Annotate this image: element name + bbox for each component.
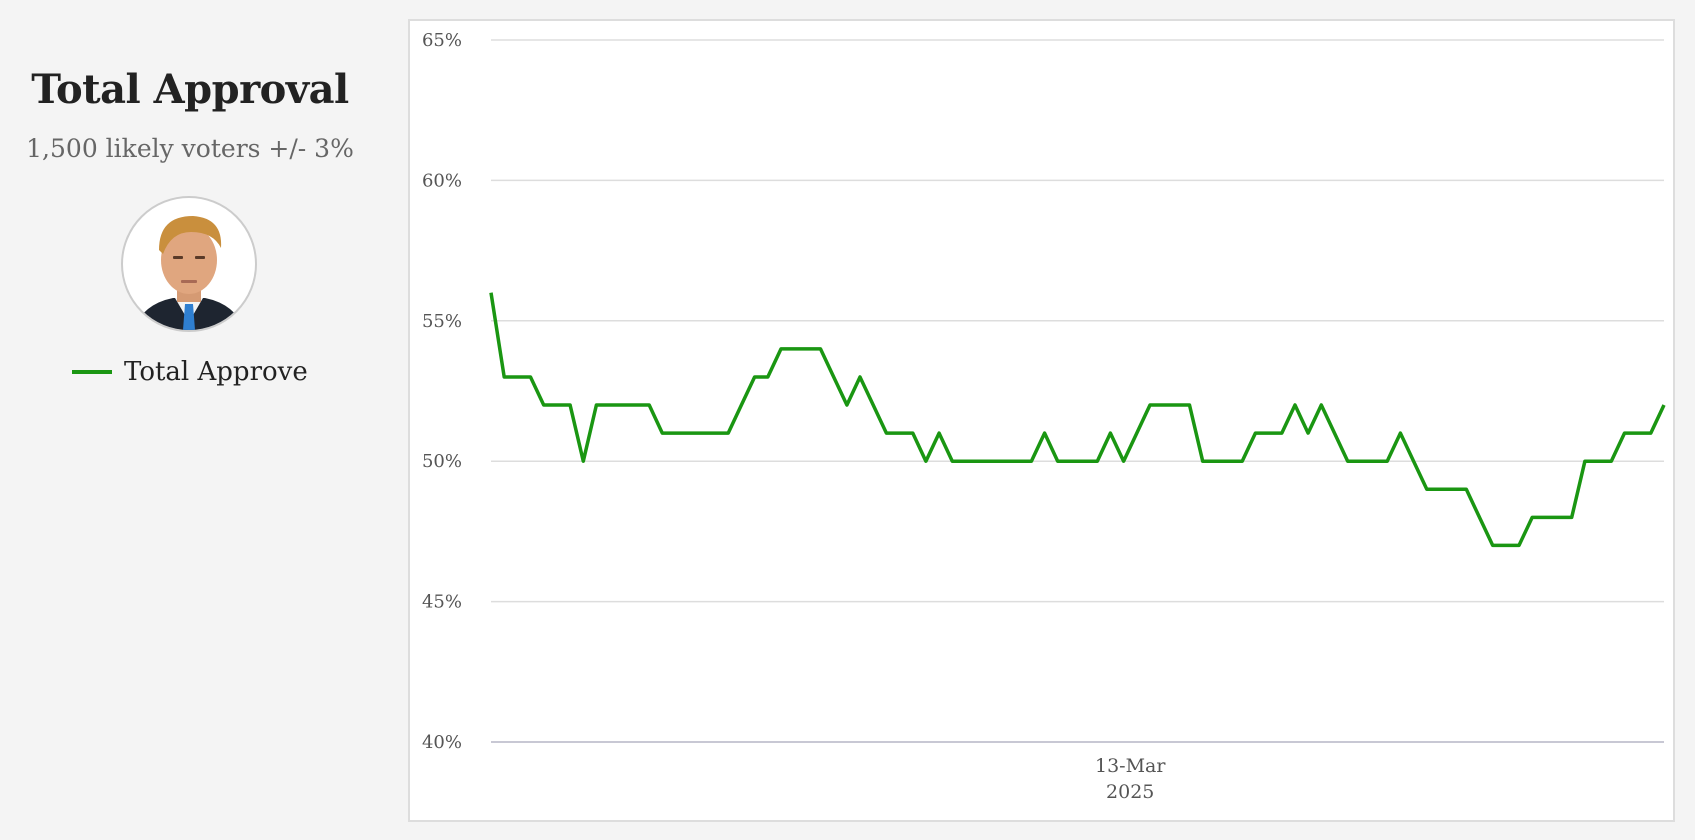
portrait-photo xyxy=(121,196,257,332)
approval-line-chart: 40% 45% 50% 55% 60% 65% 13-Mar 2025 xyxy=(422,30,1666,803)
legend-swatch xyxy=(72,370,112,374)
panel-subtitle: 1,500 likely voters +/- 3% xyxy=(26,134,354,163)
y-tick-label: 55% xyxy=(422,311,462,332)
y-tick-label: 50% xyxy=(422,451,462,472)
y-tick-label: 45% xyxy=(422,592,462,613)
y-tick-label: 65% xyxy=(422,30,462,51)
chart-frame xyxy=(408,19,1675,822)
y-tick-label: 40% xyxy=(422,732,462,753)
panel-title: Total Approval xyxy=(31,66,349,113)
series-line-total-approve xyxy=(489,292,1666,548)
x-tick-label-date: 13-Mar xyxy=(1095,755,1166,777)
y-tick-label: 60% xyxy=(422,170,462,191)
summary-panel: Total Approval 1,500 likely voters +/- 3… xyxy=(0,0,380,840)
x-tick-label-year: 2025 xyxy=(1106,781,1154,803)
legend-label: Total Approve xyxy=(124,357,308,387)
chart-legend: Total Approve xyxy=(72,356,308,388)
